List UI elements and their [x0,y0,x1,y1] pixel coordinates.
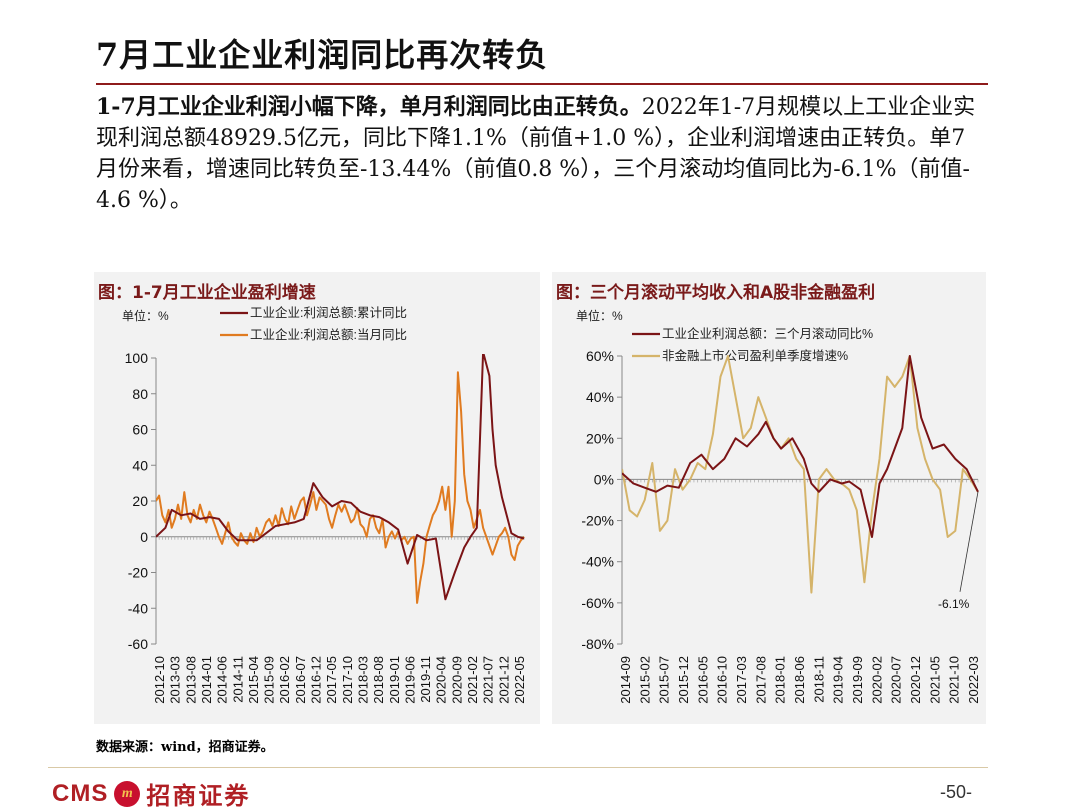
x-tick-label: 2015-09 [262,656,277,704]
y-tick-label: 40 [132,457,148,473]
x-tick-label: 2019-04 [831,656,846,704]
legend-label: 非金融上市公司盈利单季度增速% [662,348,848,363]
x-tick-label: 2019-09 [850,656,865,704]
x-tick-label: 2014-11 [230,656,245,703]
y-tick-label: -40% [581,554,614,570]
x-tick-label: 2016-12 [309,656,324,704]
chart-title-right: 图：三个月滚动平均收入和A股非金融盈利 [556,283,876,303]
x-tick-label: 2021-12 [496,656,511,704]
y-tick-label: 60% [586,348,614,364]
x-tick-label: 2017-10 [340,656,355,704]
y-tick-label: 60 [132,422,148,438]
unit-label: 单位：% [576,308,623,323]
y-tick-label: 80 [132,386,148,402]
x-tick-label: 2016-10 [715,656,730,704]
x-tick-label: 2019-11 [418,656,433,703]
x-tick-label: 2014-01 [199,656,214,704]
x-tick-label: 2021-05 [927,656,942,704]
y-tick-label: -80% [581,636,614,652]
y-tick-label: 0% [594,471,614,487]
y-tick-label: -20% [581,513,614,529]
y-tick-label: 20 [132,493,148,509]
x-tick-label: 2015-12 [676,656,691,704]
company-logo: CMS m 招商证券 [52,776,250,811]
x-tick-label: 2017-08 [753,656,768,704]
page-number: -50- [940,782,973,802]
title-divider [96,83,988,85]
data-source-note: 数据来源：wind，招商证券。 [96,740,274,755]
x-tick-label: 2021-07 [481,656,496,704]
chart-panel-right: 图：三个月滚动平均收入和A股非金融盈利 单位：% 工业企业利润总额：三个月滚动同比… [552,272,986,724]
x-tick-label: 2021-10 [947,656,962,704]
x-tick-label: 2015-04 [246,656,261,704]
summary-lead: 1-7月工业企业利润小幅下降，单月利润同比由正转负。 [96,94,642,120]
x-tick-label: 2022-05 [512,656,527,704]
legend-label: 工业企业:利润总额:累计同比 [250,305,407,320]
summary-body: 2022年1-7月规模以上工业企业实现利润总额48929.5亿元，同比下降1.1… [96,95,976,213]
annotation-leader [959,491,979,592]
legend-label: 工业企业:利润总额:当月同比 [250,327,407,342]
x-tick-label: 2018-11 [811,656,826,703]
y-tick-label: 20% [586,430,614,446]
y-tick-label: 0 [140,529,148,545]
logo-text-en: CMS [52,779,109,807]
x-tick-label: 2020-04 [434,656,449,704]
x-tick-label: 2013-08 [183,656,198,704]
x-tick-label: 2014-06 [215,656,230,704]
x-tick-label: 2016-02 [277,656,292,704]
y-tick-label: -60% [581,595,614,611]
series-line-1 [622,355,979,594]
x-tick-label: 2018-08 [371,656,386,704]
x-tick-label: 2015-07 [657,656,672,704]
x-tick-label: 2017-03 [734,656,749,704]
x-tick-label: 2018-01 [773,656,788,704]
x-tick-label: 2012-10 [152,656,167,704]
logo-mark-icon: m [114,780,141,807]
x-tick-label: 2013-03 [168,656,183,704]
series-line-0 [622,355,979,538]
y-tick-label: 40% [586,389,614,405]
x-tick-label: 2022-03 [966,656,981,704]
footer-divider [48,767,988,768]
logo-text-cn: 招商证券 [146,781,251,810]
unit-label: 单位：% [122,308,169,323]
x-tick-label: 2018-03 [355,656,370,704]
y-tick-label: 100 [125,350,149,366]
x-tick-label: 2020-02 [869,656,884,704]
x-tick-label: 2019-06 [402,656,417,704]
x-tick-label: 2021-02 [465,656,480,704]
series-line-1 [156,371,525,604]
y-tick-label: -60 [128,636,148,652]
series-line-0 [156,354,525,601]
x-tick-label: 2020-07 [889,656,904,704]
annotation-label: -6.1% [938,597,970,611]
x-tick-label: 2020-09 [449,656,464,704]
page-title: 7月工业企业利润同比再次转负 [96,36,549,74]
x-tick-label: 2016-07 [293,656,308,704]
x-tick-label: 2018-06 [792,656,807,704]
x-tick-label: 2017-05 [324,656,339,704]
x-tick-label: 2016-05 [695,656,710,704]
x-tick-label: 2019-01 [387,656,402,704]
chart-title-left: 图：1-7月工业企业盈利增速 [98,283,316,303]
chart-panel-left: 图：1-7月工业企业盈利增速 单位：% 工业企业:利润总额:累计同比 工业企业:利润… [94,272,540,724]
x-tick-label: 2015-02 [637,656,652,704]
legend-label: 工业企业利润总额：三个月滚动同比% [662,326,873,341]
x-tick-label: 2020-12 [908,656,923,704]
chart-right: 单位：% 工业企业利润总额：三个月滚动同比% 非金融上市公司盈利单季度增速% 60% 4… [576,308,981,704]
y-tick-label: -20 [128,565,148,581]
y-tick-label: -40 [128,600,148,616]
summary-paragraph: 1-7月工业企业利润小幅下降，单月利润同比由正转负。2022年1-7月规模以上工… [96,92,986,216]
x-tick-label: 2014-09 [618,656,633,704]
